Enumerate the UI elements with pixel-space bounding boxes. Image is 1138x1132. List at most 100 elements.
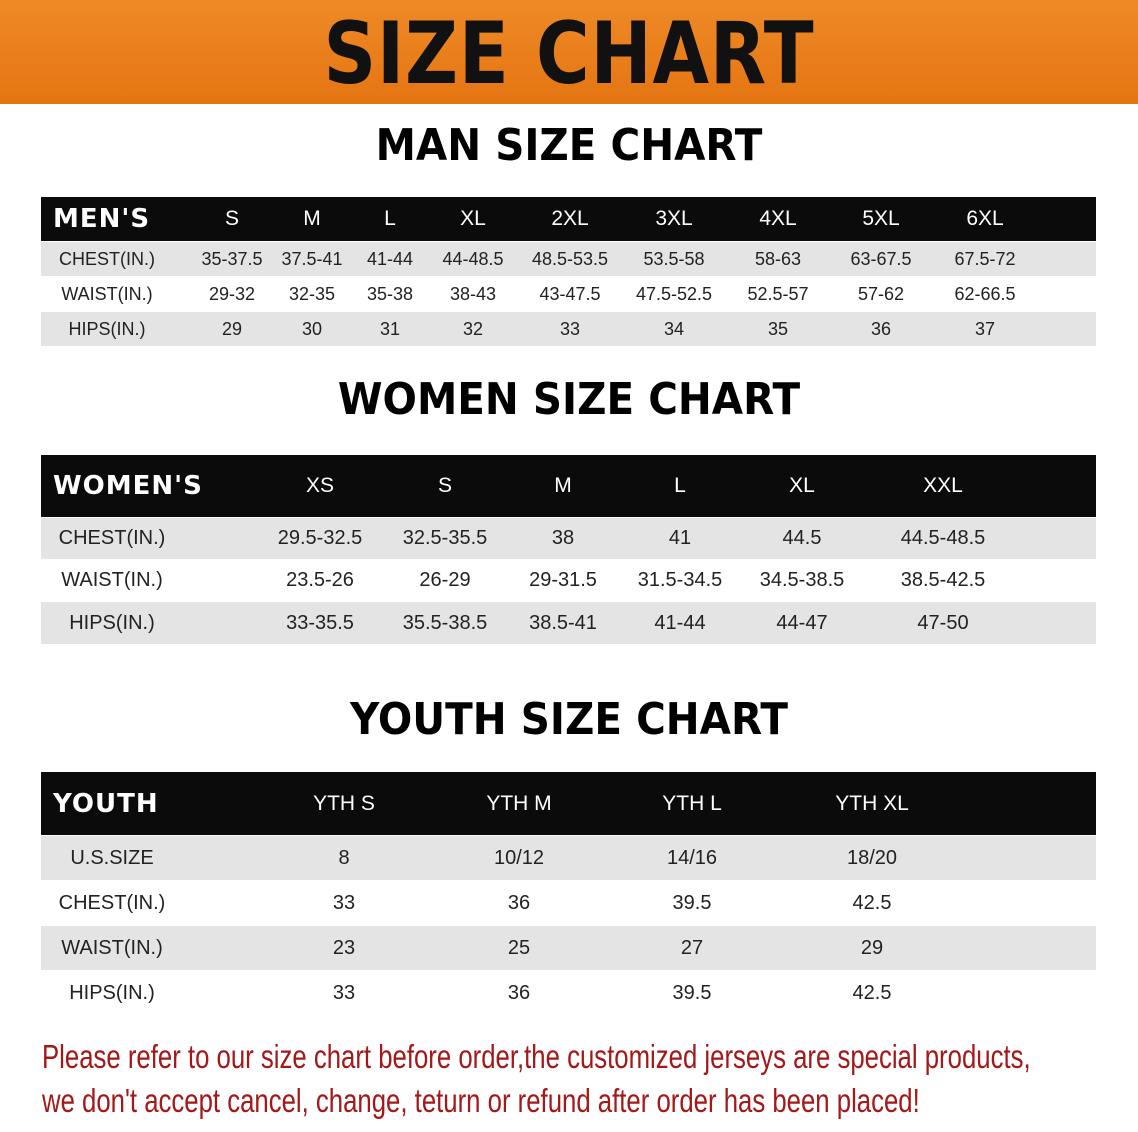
measurement-label: HIPS(IN.)	[69, 982, 155, 1004]
measurement-value: 8	[338, 846, 350, 869]
table-row: CHEST(IN.) 29.5-32.5 32.5-35.5 38 41 44.5 44.5…	[41, 518, 1096, 559]
measurement-value: 44.5	[782, 527, 822, 549]
measurement-value: 57-62	[857, 283, 905, 304]
measurement-value: 23	[332, 936, 356, 959]
measurement-value: 35.5-38.5	[402, 611, 488, 634]
measurement-value: 44-48.5	[442, 248, 504, 269]
order-notice-line-2: we don't accept cancel, change, teturn o…	[42, 1082, 920, 1119]
measurement-value: 31.5-34.5	[637, 569, 723, 591]
measurement-value: 32-35	[288, 283, 336, 304]
size-header-cell: M	[554, 474, 572, 497]
measurement-value: 27	[680, 936, 704, 959]
measurement-value: 35-37.5	[201, 248, 263, 269]
measurement-label: WAIST(IN.)	[61, 569, 163, 591]
measurement-value: 33	[332, 891, 356, 914]
measurement-value: 35	[767, 318, 789, 339]
measurement-value: 44-47	[776, 611, 828, 634]
measurement-value: 41-44	[654, 611, 706, 634]
table-title-cell: MEN'S	[53, 204, 151, 234]
measurement-value: 23.5-26	[286, 569, 354, 591]
size-header-cell: S	[437, 474, 453, 497]
size-header-cell: YTH L	[662, 791, 722, 815]
measurement-value: 42.5	[852, 891, 892, 914]
measurement-value: 41	[668, 527, 692, 549]
measurement-label: CHEST(IN.)	[58, 527, 166, 549]
measurement-value: 33	[559, 318, 581, 339]
men-section-title: MAN SIZE CHART	[375, 120, 763, 171]
measurement-value: 52.5-57	[747, 283, 809, 304]
measurement-value: 32.5-35.5	[402, 527, 488, 549]
size-header-cell: 6XL	[966, 207, 1004, 230]
measurement-value: 33	[332, 982, 356, 1004]
measurement-value: 34.5-38.5	[759, 569, 845, 591]
measurement-value: 41-44	[366, 248, 414, 269]
measurement-value: 33-35.5	[286, 611, 354, 634]
size-header-cell: XL	[789, 474, 815, 497]
measurement-value: 29	[221, 318, 243, 339]
measurement-label: HIPS(IN.)	[69, 611, 155, 634]
measurement-value: 37	[974, 318, 996, 339]
measurement-value: 38.5-41	[529, 611, 597, 634]
banner-title: SIZE CHART	[323, 4, 815, 104]
size-header-cell: 3XL	[655, 207, 693, 230]
measurement-value: 18/20	[846, 846, 898, 869]
table-title-cell: YOUTH	[53, 788, 159, 819]
size-header-cell: L	[674, 474, 686, 497]
measurement-value: 48.5-53.5	[531, 248, 609, 269]
measurement-label: WAIST(IN.)	[61, 283, 153, 304]
size-header-cell: 2XL	[551, 207, 589, 230]
women-section-title: WOMEN SIZE CHART	[337, 374, 801, 425]
size-header-cell: S	[224, 207, 240, 230]
measurement-value: 38	[551, 527, 575, 549]
measurement-value: 36	[870, 318, 892, 339]
measurement-label: WAIST(IN.)	[61, 936, 163, 959]
men-header-row: MEN'S S M L XL 2XL 3XL 4XL 5XL 6XL	[41, 197, 1096, 241]
size-header-cell: 5XL	[862, 207, 900, 230]
table-title-cell: WOMEN'S	[53, 471, 203, 501]
measurement-value: 32	[462, 318, 484, 339]
table-row: U.S.SIZE 8 10/12 14/16 18/20	[41, 836, 1096, 880]
table-row: HIPS(IN.) 29 30 31 32 33 34 35 36 37	[41, 312, 1096, 346]
measurement-value: 39.5	[672, 982, 712, 1004]
measurement-value: 25	[507, 936, 531, 959]
size-header-cell: 4XL	[759, 207, 797, 230]
size-header-cell: M	[303, 207, 321, 230]
measurement-value: 35-38	[366, 283, 414, 304]
measurement-value: 29-31.5	[529, 569, 597, 591]
size-header-cell: YTH M	[486, 791, 552, 815]
table-row: CHEST(IN.) 33 36 39.5 42.5	[41, 881, 1096, 925]
measurement-value: 67.5-72	[954, 248, 1016, 269]
table-row: WAIST(IN.) 23.5-26 26-29 29-31.5 31.5-34.5 34…	[41, 560, 1096, 601]
measurement-value: 47-50	[917, 611, 969, 634]
banner: SIZE CHART	[0, 0, 1138, 104]
measurement-value: 58-63	[754, 248, 802, 269]
measurement-label: CHEST(IN.)	[58, 891, 166, 914]
measurement-value: 14/16	[666, 846, 718, 869]
measurement-value: 29.5-32.5	[277, 527, 363, 549]
size-header-cell: XL	[460, 207, 486, 230]
measurement-value: 42.5	[852, 982, 892, 1004]
measurement-value: 26-29	[419, 569, 471, 591]
measurement-value: 29	[860, 936, 884, 959]
size-header-cell: XXL	[923, 474, 963, 497]
order-notice-line-1: Please refer to our size chart before or…	[42, 1038, 1031, 1075]
measurement-value: 63-67.5	[850, 248, 912, 269]
measurement-label: U.S.SIZE	[70, 846, 154, 869]
measurement-value: 31	[379, 318, 401, 339]
table-row: HIPS(IN.) 33-35.5 35.5-38.5 38.5-41 41-44 44-…	[41, 602, 1096, 644]
measurement-value: 34	[663, 318, 685, 339]
measurement-value: 53.5-58	[643, 248, 705, 269]
measurement-value: 10/12	[493, 846, 545, 869]
measurement-value: 43-47.5	[539, 283, 601, 304]
size-header-cell: YTH XL	[835, 791, 909, 815]
size-header-cell: YTH S	[313, 791, 375, 815]
measurement-label: HIPS(IN.)	[68, 318, 146, 339]
women-header-row: WOMEN'S XS S M L XL XXL	[41, 455, 1096, 517]
measurement-value: 47.5-52.5	[635, 283, 713, 304]
size-header-cell: L	[384, 207, 396, 230]
size-header-cell: XS	[305, 474, 335, 497]
measurement-value: 30	[301, 318, 323, 339]
measurement-value: 29-32	[208, 283, 256, 304]
measurement-value: 36	[507, 982, 531, 1004]
measurement-value: 62-66.5	[954, 283, 1016, 304]
